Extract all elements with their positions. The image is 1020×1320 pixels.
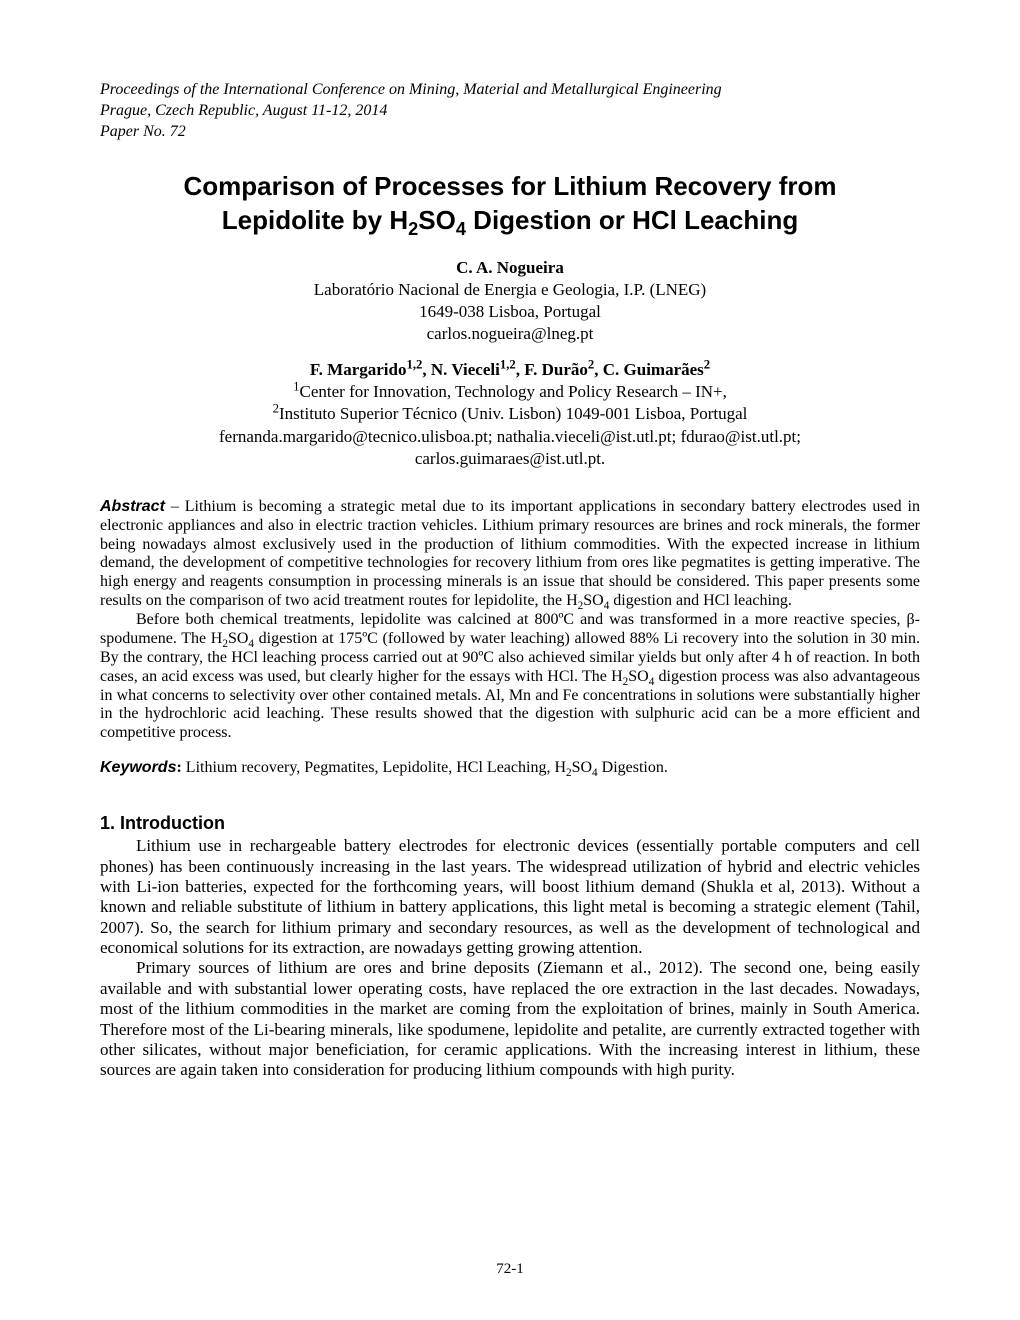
author2-c: , F. Durão [516,360,588,379]
keywords-block: Keywords: Lithium recovery, Pegmatites, … [100,759,920,777]
title-sub-4: 4 [456,219,466,239]
page-number: 72-1 [0,1261,1020,1278]
section-1-heading: 1. Introduction [100,813,920,834]
abstract-block: Abstract – Lithium is becoming a strateg… [100,498,920,743]
paper-page: Proceedings of the International Confere… [0,0,1020,1121]
author-addr-1: 1649-038 Lisboa, Portugal [100,301,920,323]
aff1-text: Center for Innovation, Technology and Po… [300,382,727,401]
section-1-para-1: Lithium use in rechargeable battery elec… [100,836,920,958]
author2-d: , C. Guimarães [594,360,704,379]
abstract-para-1: Abstract – Lithium is becoming a strateg… [100,498,920,611]
title-line-1: Comparison of Processes for Lithium Reco… [183,171,836,201]
author-affil-1: Laboratório Nacional de Energia e Geolog… [100,279,920,301]
section-1-para-2: Primary sources of lithium are ores and … [100,958,920,1080]
keywords-label: Keywords [100,759,176,776]
author2-b: , N. Vieceli [422,360,499,379]
abstract-dash: – [165,498,185,515]
keywords-text-b: SO [572,759,592,776]
affil-line-1: 1Center for Innovation, Technology and P… [100,381,920,403]
title-sub-2: 2 [408,219,418,239]
author-names-2: F. Margarido1,2, N. Vieceli1,2, F. Durão… [100,359,920,381]
abstract-p1-b: SO [583,592,603,609]
abstract-p1-c: digestion and HCl leaching. [609,592,792,609]
abstract-label: Abstract [100,498,165,515]
keywords-colon: : [176,759,185,776]
abstract-p1-a: Lithium is becoming a strategic metal du… [100,498,920,609]
title-line-2b: SO [418,205,456,235]
author-emails-line-1: fernanda.margarido@tecnico.ulisboa.pt; n… [100,426,920,448]
title-line-2c: Digestion or HCl Leaching [466,205,798,235]
author-email-1: carlos.nogueira@lneg.pt [100,323,920,345]
author-block-1: C. A. Nogueira Laboratório Nacional de E… [100,257,920,345]
author2-a: F. Margarido [310,360,407,379]
aff2-text: Instituto Superior Técnico (Univ. Lisbon… [279,404,747,423]
header-line-1: Proceedings of the International Confere… [100,80,920,101]
title-line-2a: Lepidolite by H [222,205,408,235]
paper-title: Comparison of Processes for Lithium Reco… [130,170,890,237]
keywords-text-c: Digestion. [598,759,668,776]
abstract-p2-b: SO [228,630,248,647]
abstract-para-2: Before both chemical treatments, lepidol… [100,611,920,743]
author-emails-line-2: carlos.guimaraes@ist.utl.pt. [100,448,920,470]
author-name-1: C. A. Nogueira [100,257,920,279]
author2-sup2: 1,2 [500,358,516,372]
author2-sup1: 1,2 [406,358,422,372]
author2-sup4: 2 [704,358,710,372]
header-line-3: Paper No. 72 [100,122,920,143]
conference-header: Proceedings of the International Confere… [100,80,920,142]
header-line-2: Prague, Czech Republic, August 11-12, 20… [100,101,920,122]
keywords-text-a: Lithium recovery, Pegmatites, Lepidolite… [186,759,566,776]
affil-line-2: 2Instituto Superior Técnico (Univ. Lisbo… [100,403,920,425]
author-block-2: F. Margarido1,2, N. Vieceli1,2, F. Durão… [100,359,920,469]
abstract-p2-d: SO [628,668,648,685]
